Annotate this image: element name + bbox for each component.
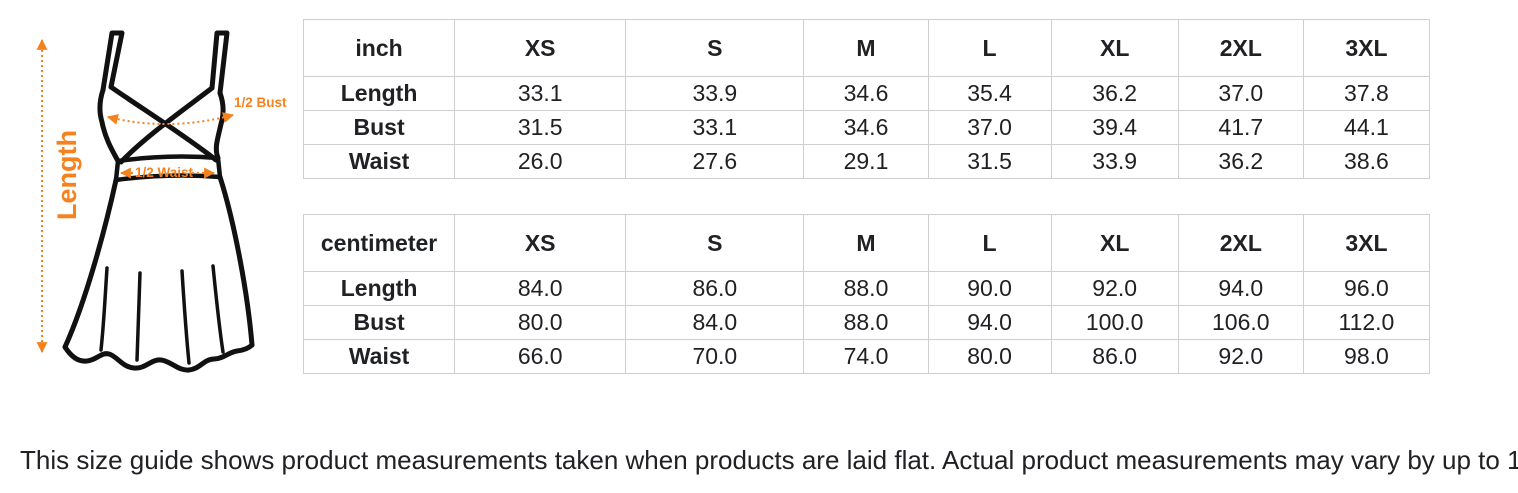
measurement-value-cell: 27.6 (625, 144, 805, 179)
size-table-centimeter: centimeter XS S M L XL 2XL 3XL Length 84.0 86.0 88.… (302, 214, 1431, 374)
size-header-cell: XL (1050, 19, 1179, 77)
size-table: inch XS S M L XL 2XL 3XL Length 33.1 33.9 34.6 35.4 3… (302, 19, 1431, 179)
measurement-value-cell: 39.4 (1050, 110, 1179, 145)
measurement-value-cell: 94.0 (1177, 271, 1304, 306)
length-label: Length (52, 130, 82, 220)
measurement-value-cell: 106.0 (1177, 305, 1304, 340)
size-header-cell: L (927, 214, 1052, 272)
size-header-cell: L (927, 19, 1052, 77)
size-header-cell: XL (1050, 214, 1179, 272)
unit-header-cell: inch (302, 19, 456, 77)
measurement-value-cell: 33.1 (625, 110, 805, 145)
measurement-value-cell: 36.2 (1177, 144, 1304, 179)
measurement-value-cell: 33.9 (625, 76, 805, 111)
size-table: centimeter XS S M L XL 2XL 3XL Length 84.0 86.0 88.… (302, 214, 1431, 374)
measurement-value-cell: 34.6 (803, 110, 929, 145)
measurement-value-cell: 92.0 (1177, 339, 1304, 374)
dress-measurement-diagram: Length 1/2 Bust 1/2 Waist (36, 30, 287, 373)
measurement-value-cell: 29.1 (803, 144, 929, 179)
measurement-value-cell: 70.0 (625, 339, 805, 374)
size-header-cell: 3XL (1302, 19, 1431, 77)
unit-header-cell: centimeter (302, 214, 456, 272)
size-header-cell: 3XL (1302, 214, 1431, 272)
row-label-cell: Length (302, 76, 456, 111)
header-row: inch XS S M L XL 2XL 3XL (302, 19, 1431, 77)
measurement-value-cell: 31.5 (927, 144, 1052, 179)
measurement-value-cell: 88.0 (803, 271, 929, 306)
size-guide-note: This size guide shows product measuremen… (20, 445, 1518, 475)
measurement-row: Bust 31.5 33.1 34.6 37.0 39.4 41.7 44.1 (302, 110, 1431, 145)
measurement-value-cell: 84.0 (454, 271, 627, 306)
row-label-cell: Bust (302, 305, 456, 340)
size-header-cell: 2XL (1177, 19, 1304, 77)
measurement-value-cell: 112.0 (1302, 305, 1431, 340)
measurement-value-cell: 33.1 (454, 76, 627, 111)
measurement-value-cell: 74.0 (803, 339, 929, 374)
measurement-value-cell: 37.0 (927, 110, 1052, 145)
measurement-row: Bust 80.0 84.0 88.0 94.0 100.0 106.0 112.0 (302, 305, 1431, 340)
measurement-row: Length 84.0 86.0 88.0 90.0 92.0 94.0 96.0 (302, 271, 1431, 306)
row-label-cell: Waist (302, 339, 456, 374)
size-header-cell: M (803, 19, 929, 77)
bust-dimension-arrow (106, 112, 235, 125)
size-header-cell: S (625, 214, 805, 272)
size-table-inch: inch XS S M L XL 2XL 3XL Length 33.1 33.9 34.6 35.4 3… (302, 19, 1431, 179)
measurement-value-cell: 37.0 (1177, 76, 1304, 111)
measurement-value-cell: 37.8 (1302, 76, 1431, 111)
measurement-value-cell: 66.0 (454, 339, 627, 374)
measurement-value-cell: 31.5 (454, 110, 627, 145)
measurement-value-cell: 26.0 (454, 144, 627, 179)
size-header-cell: M (803, 214, 929, 272)
measurement-value-cell: 88.0 (803, 305, 929, 340)
measurement-value-cell: 35.4 (927, 76, 1052, 111)
header-row: centimeter XS S M L XL 2XL 3XL (302, 214, 1431, 272)
waist-label: 1/2 Waist (135, 165, 194, 180)
size-header-cell: S (625, 19, 805, 77)
measurement-value-cell: 92.0 (1050, 271, 1179, 306)
bust-label: 1/2 Bust (234, 95, 287, 110)
measurement-value-cell: 96.0 (1302, 271, 1431, 306)
measurement-value-cell: 94.0 (927, 305, 1052, 340)
measurement-value-cell: 80.0 (454, 305, 627, 340)
measurement-value-cell: 38.6 (1302, 144, 1431, 179)
measurement-value-cell: 44.1 (1302, 110, 1431, 145)
row-label-cell: Bust (302, 110, 456, 145)
size-header-cell: 2XL (1177, 214, 1304, 272)
measurement-value-cell: 36.2 (1050, 76, 1179, 111)
measurement-value-cell: 100.0 (1050, 305, 1179, 340)
measurement-row: Waist 66.0 70.0 74.0 80.0 86.0 92.0 98.0 (302, 339, 1431, 374)
row-label-cell: Waist (302, 144, 456, 179)
measurement-value-cell: 41.7 (1177, 110, 1304, 145)
size-header-cell: XS (454, 19, 627, 77)
size-header-cell: XS (454, 214, 627, 272)
measurement-row: Length 33.1 33.9 34.6 35.4 36.2 37.0 37.8 (302, 76, 1431, 111)
measurement-value-cell: 33.9 (1050, 144, 1179, 179)
measurement-value-cell: 84.0 (625, 305, 805, 340)
measurement-value-cell: 86.0 (625, 271, 805, 306)
row-label-cell: Length (302, 271, 456, 306)
measurement-row: Waist 26.0 27.6 29.1 31.5 33.9 36.2 38.6 (302, 144, 1431, 179)
measurement-value-cell: 86.0 (1050, 339, 1179, 374)
measurement-value-cell: 34.6 (803, 76, 929, 111)
measurement-value-cell: 80.0 (927, 339, 1052, 374)
measurement-value-cell: 98.0 (1302, 339, 1431, 374)
measurement-value-cell: 90.0 (927, 271, 1052, 306)
dress-outline (62, 30, 255, 373)
